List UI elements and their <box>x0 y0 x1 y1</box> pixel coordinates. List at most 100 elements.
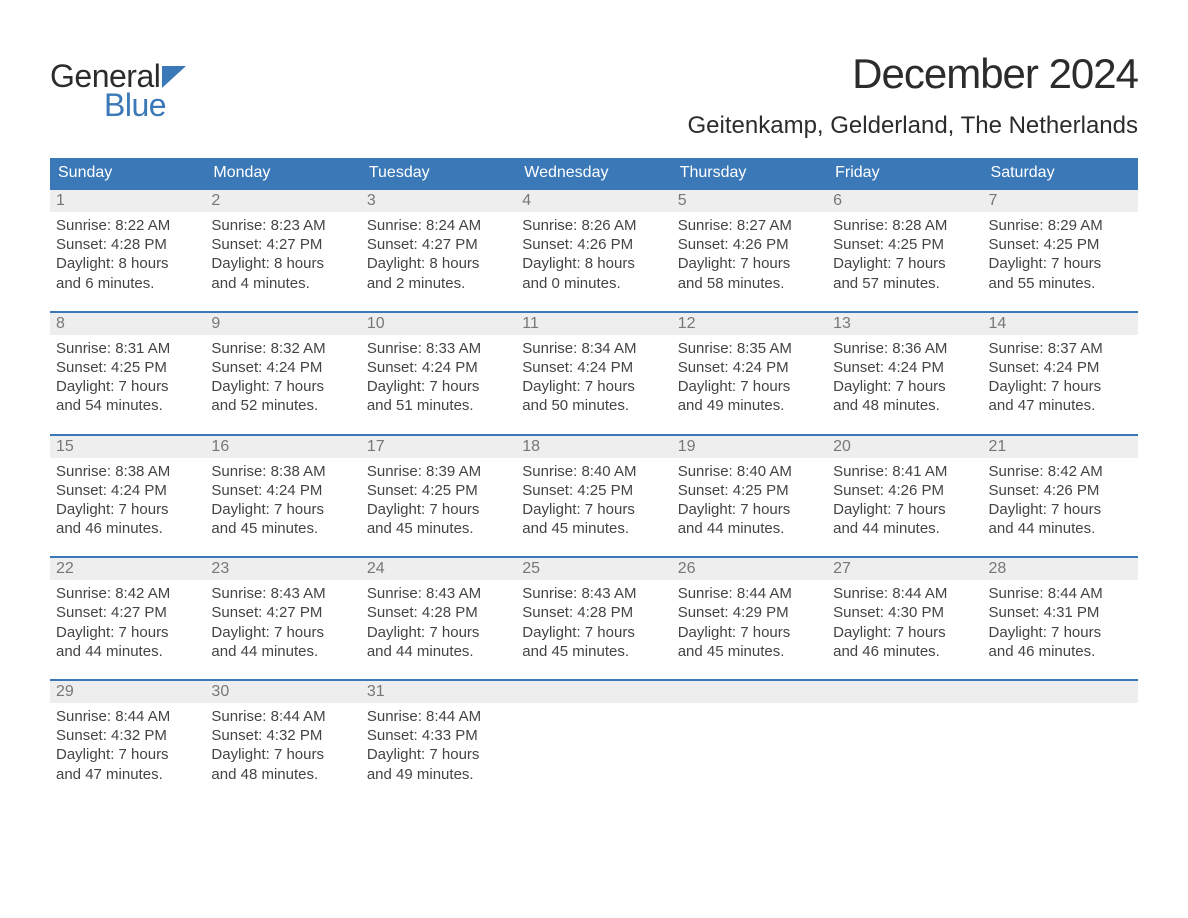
sunrise-label: Sunrise: 8:34 AM <box>522 339 665 358</box>
day-number: 3 <box>361 190 516 212</box>
day-number: 30 <box>205 681 360 703</box>
day-cell: 15Sunrise: 8:38 AMSunset: 4:24 PMDayligh… <box>50 436 205 543</box>
weeks-container: 1Sunrise: 8:22 AMSunset: 4:28 PMDaylight… <box>50 188 1138 788</box>
sunrise-label: Sunrise: 8:33 AM <box>367 339 510 358</box>
sunset-label: Sunset: 4:26 PM <box>833 481 976 500</box>
sunset-label: Sunset: 4:25 PM <box>522 481 665 500</box>
daylight-label-line1: Daylight: 8 hours <box>211 254 354 273</box>
day-number: 4 <box>516 190 671 212</box>
daylight-label-line2: and 46 minutes. <box>56 519 199 538</box>
daylight-label-line1: Daylight: 7 hours <box>56 745 199 764</box>
day-details: Sunrise: 8:43 AMSunset: 4:28 PMDaylight:… <box>516 580 671 665</box>
daylight-label-line2: and 45 minutes. <box>522 642 665 661</box>
daylight-label-line1: Daylight: 7 hours <box>211 623 354 642</box>
daylight-label-line2: and 49 minutes. <box>678 396 821 415</box>
daylight-label-line1: Daylight: 7 hours <box>678 500 821 519</box>
daylight-label-line2: and 57 minutes. <box>833 274 976 293</box>
day-cell: 31Sunrise: 8:44 AMSunset: 4:33 PMDayligh… <box>361 681 516 788</box>
dow-saturday: Saturday <box>983 158 1138 188</box>
daylight-label-line1: Daylight: 7 hours <box>522 377 665 396</box>
daylight-label-line1: Daylight: 8 hours <box>56 254 199 273</box>
day-cell <box>827 681 982 788</box>
day-details: Sunrise: 8:44 AMSunset: 4:33 PMDaylight:… <box>361 703 516 788</box>
day-number: 10 <box>361 313 516 335</box>
day-cell: 28Sunrise: 8:44 AMSunset: 4:31 PMDayligh… <box>983 558 1138 665</box>
sunset-label: Sunset: 4:27 PM <box>367 235 510 254</box>
daylight-label-line1: Daylight: 7 hours <box>833 254 976 273</box>
daylight-label-line1: Daylight: 7 hours <box>56 500 199 519</box>
day-details: Sunrise: 8:40 AMSunset: 4:25 PMDaylight:… <box>516 458 671 543</box>
sunset-label: Sunset: 4:24 PM <box>522 358 665 377</box>
day-cell: 5 Sunrise: 8:27 AMSunset: 4:26 PMDaylight… <box>672 190 827 297</box>
day-details: Sunrise: 8:44 AMSunset: 4:32 PMDaylight:… <box>50 703 205 788</box>
sunset-label: Sunset: 4:25 PM <box>989 235 1132 254</box>
daylight-label-line1: Daylight: 7 hours <box>367 500 510 519</box>
sunrise-label: Sunrise: 8:27 AM <box>678 216 821 235</box>
day-cell: 8Sunrise: 8:31 AMSunset: 4:25 PMDaylight… <box>50 313 205 420</box>
day-details: Sunrise: 8:44 AMSunset: 4:31 PMDaylight:… <box>983 580 1138 665</box>
day-number: 19 <box>672 436 827 458</box>
calendar: Sunday Monday Tuesday Wednesday Thursday… <box>50 158 1138 788</box>
day-number-empty <box>672 681 827 703</box>
day-number: 29 <box>50 681 205 703</box>
day-number: 9 <box>205 313 360 335</box>
header: General Blue December 2024 Geitenkamp, G… <box>50 50 1138 140</box>
dow-tuesday: Tuesday <box>361 158 516 188</box>
daylight-label-line2: and 46 minutes. <box>833 642 976 661</box>
day-number: 12 <box>672 313 827 335</box>
day-number-empty <box>983 681 1138 703</box>
sunrise-label: Sunrise: 8:29 AM <box>989 216 1132 235</box>
sunset-label: Sunset: 4:28 PM <box>56 235 199 254</box>
sunset-label: Sunset: 4:24 PM <box>678 358 821 377</box>
daylight-label-line2: and 52 minutes. <box>211 396 354 415</box>
day-cell: 24Sunrise: 8:43 AMSunset: 4:28 PMDayligh… <box>361 558 516 665</box>
day-number-empty <box>827 681 982 703</box>
sunset-label: Sunset: 4:27 PM <box>211 235 354 254</box>
sunset-label: Sunset: 4:26 PM <box>989 481 1132 500</box>
week-row: 22Sunrise: 8:42 AMSunset: 4:27 PMDayligh… <box>50 556 1138 665</box>
day-cell: 20Sunrise: 8:41 AMSunset: 4:26 PMDayligh… <box>827 436 982 543</box>
sunrise-label: Sunrise: 8:44 AM <box>211 707 354 726</box>
day-cell: 10Sunrise: 8:33 AMSunset: 4:24 PMDayligh… <box>361 313 516 420</box>
day-number: 31 <box>361 681 516 703</box>
day-number: 23 <box>205 558 360 580</box>
day-cell: 12Sunrise: 8:35 AMSunset: 4:24 PMDayligh… <box>672 313 827 420</box>
daylight-label-line1: Daylight: 7 hours <box>989 623 1132 642</box>
daylight-label-line1: Daylight: 7 hours <box>211 500 354 519</box>
day-cell: 14Sunrise: 8:37 AMSunset: 4:24 PMDayligh… <box>983 313 1138 420</box>
day-number: 5 <box>672 190 827 212</box>
day-cell: 3Sunrise: 8:24 AMSunset: 4:27 PMDaylight… <box>361 190 516 297</box>
daylight-label-line1: Daylight: 7 hours <box>833 377 976 396</box>
dow-friday: Friday <box>827 158 982 188</box>
day-details: Sunrise: 8:42 AMSunset: 4:26 PMDaylight:… <box>983 458 1138 543</box>
sunrise-label: Sunrise: 8:31 AM <box>56 339 199 358</box>
day-details: Sunrise: 8:43 AMSunset: 4:28 PMDaylight:… <box>361 580 516 665</box>
day-details: Sunrise: 8:40 AMSunset: 4:25 PMDaylight:… <box>672 458 827 543</box>
day-number: 27 <box>827 558 982 580</box>
sunset-label: Sunset: 4:33 PM <box>367 726 510 745</box>
sunset-label: Sunset: 4:26 PM <box>678 235 821 254</box>
day-details: Sunrise: 8:28 AMSunset: 4:25 PMDaylight:… <box>827 212 982 297</box>
sunset-label: Sunset: 4:24 PM <box>367 358 510 377</box>
day-number: 7 <box>983 190 1138 212</box>
day-details: Sunrise: 8:23 AMSunset: 4:27 PMDaylight:… <box>205 212 360 297</box>
sunset-label: Sunset: 4:24 PM <box>211 481 354 500</box>
week-row: 29Sunrise: 8:44 AMSunset: 4:32 PMDayligh… <box>50 679 1138 788</box>
sunrise-label: Sunrise: 8:32 AM <box>211 339 354 358</box>
daylight-label-line1: Daylight: 7 hours <box>989 377 1132 396</box>
sunset-label: Sunset: 4:27 PM <box>211 603 354 622</box>
day-number: 21 <box>983 436 1138 458</box>
daylight-label-line1: Daylight: 7 hours <box>678 254 821 273</box>
daylight-label-line2: and 6 minutes. <box>56 274 199 293</box>
sunset-label: Sunset: 4:25 PM <box>678 481 821 500</box>
daylight-label-line2: and 48 minutes. <box>833 396 976 415</box>
day-details: Sunrise: 8:33 AMSunset: 4:24 PMDaylight:… <box>361 335 516 420</box>
daylight-label-line1: Daylight: 7 hours <box>833 623 976 642</box>
sunrise-label: Sunrise: 8:40 AM <box>522 462 665 481</box>
sunset-label: Sunset: 4:24 PM <box>833 358 976 377</box>
dow-wednesday: Wednesday <box>516 158 671 188</box>
sunrise-label: Sunrise: 8:22 AM <box>56 216 199 235</box>
day-number: 2 <box>205 190 360 212</box>
sunset-label: Sunset: 4:25 PM <box>833 235 976 254</box>
day-details: Sunrise: 8:43 AMSunset: 4:27 PMDaylight:… <box>205 580 360 665</box>
